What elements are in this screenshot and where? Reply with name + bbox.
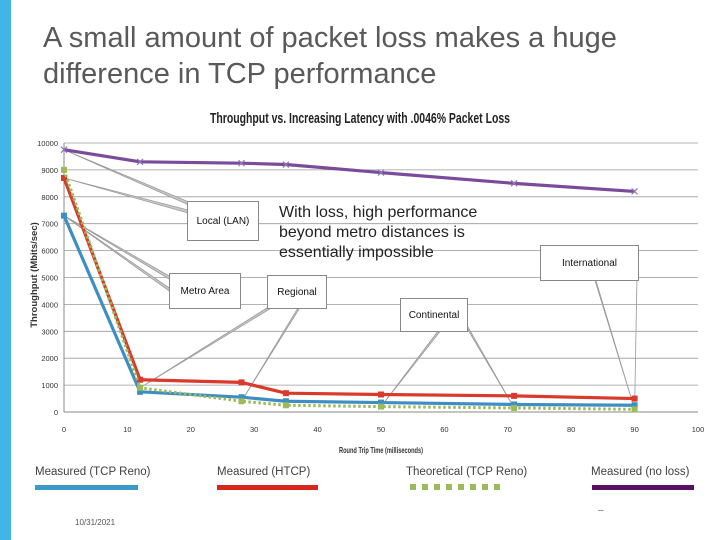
data-point-no-loss xyxy=(631,187,639,195)
data-point-tcp-reno xyxy=(631,402,638,409)
y-tick-label: 2000 xyxy=(41,354,58,363)
legend-swatch-theoretical-tcp-reno xyxy=(410,484,506,490)
callout-international-label: International xyxy=(561,257,618,269)
data-point-htcp xyxy=(282,390,289,397)
data-point-tcp-reno xyxy=(238,394,245,401)
x-tick-label: 60 xyxy=(440,425,448,434)
y-tick-label: 9000 xyxy=(41,166,58,175)
data-point-mark xyxy=(282,161,290,168)
data-point-mark xyxy=(60,146,68,154)
data-point-no-loss xyxy=(238,159,245,167)
x-tick-label: 90 xyxy=(630,425,638,434)
y-tick-label: 1000 xyxy=(41,381,58,390)
chart-title: Throughput vs. Increasing Latency with .… xyxy=(210,111,510,127)
data-point-theoretical-reno xyxy=(511,404,518,411)
data-point-no-loss xyxy=(377,169,385,177)
data-point-htcp xyxy=(61,174,67,181)
callout-continental: Continental xyxy=(400,298,468,332)
legend-swatch-measured-no-loss xyxy=(592,485,694,490)
callout-continental-label: Continental xyxy=(408,309,460,321)
y-tick-label: 6000 xyxy=(41,247,58,256)
data-point-htcp xyxy=(378,391,384,398)
data-point-mark xyxy=(238,159,245,167)
data-point-htcp xyxy=(238,379,245,386)
y-tick-label: 4000 xyxy=(41,300,58,309)
slide-footer-mark: – xyxy=(598,505,604,516)
x-tick-label: 10 xyxy=(123,425,131,434)
leader-international xyxy=(594,277,635,410)
slide-title: A small amount of packet loss makes a hu… xyxy=(43,22,617,90)
y-tick-label: 8000 xyxy=(41,193,58,202)
leader-international xyxy=(634,273,638,410)
data-point-mark xyxy=(510,179,518,187)
callout-local-lan-label: Local (LAN) xyxy=(196,215,250,227)
data-point-no-loss xyxy=(136,158,144,166)
data-point-tcp-reno xyxy=(137,388,144,395)
x-tick-label: 40 xyxy=(313,425,321,434)
data-point-theoretical-reno xyxy=(238,398,245,405)
x-tick-label: 20 xyxy=(187,425,195,434)
callout-international: International xyxy=(540,245,639,281)
y-tick-label: 10000 xyxy=(37,139,58,148)
callout-regional-label: Regional xyxy=(277,286,317,298)
callout-metro-area: Metro Area xyxy=(169,273,241,309)
leader-metro-area xyxy=(63,215,171,281)
callout-metro-area-label: Metro Area xyxy=(180,285,230,297)
x-tick-label: 80 xyxy=(567,425,575,434)
data-point-tcp-reno xyxy=(282,398,289,405)
y-axis-label: Throughput (Mbits/sec) xyxy=(29,222,40,328)
data-point-no-loss xyxy=(282,161,290,168)
callout-regional: Regional xyxy=(267,275,327,309)
data-point-theoretical-reno xyxy=(282,402,289,409)
chart-axes: 0100020003000400050006000700080009000100… xyxy=(37,139,704,434)
y-tick-label: 7000 xyxy=(41,220,58,229)
legend-label-measured-htcp: Measured (HTCP) xyxy=(217,466,311,478)
data-point-htcp xyxy=(631,395,638,402)
legend-label-measured-no-loss: Measured (no loss) xyxy=(591,466,690,478)
callout-main-message: With loss, high performance beyond metro… xyxy=(279,204,478,261)
chart-series xyxy=(60,146,639,413)
legend-swatch-measured-tcp-reno xyxy=(35,485,138,490)
data-point-tcp-reno xyxy=(378,399,384,406)
x-tick-label: 70 xyxy=(504,425,512,434)
x-tick-label: 0 xyxy=(62,425,66,434)
data-point-tcp-reno xyxy=(61,212,67,219)
data-point-mark xyxy=(136,158,144,166)
data-point-no-loss xyxy=(510,179,518,187)
data-point-mark xyxy=(377,169,385,177)
data-point-no-loss xyxy=(60,146,68,154)
callout-leader-lines xyxy=(63,149,638,410)
data-point-htcp xyxy=(137,376,144,383)
data-point-theoretical-reno xyxy=(137,384,144,391)
data-point-htcp xyxy=(511,392,518,399)
x-tick-label: 50 xyxy=(377,425,385,434)
y-tick-label: 3000 xyxy=(41,327,58,336)
data-point-theoretical-reno xyxy=(61,166,67,173)
y-tick-label: 0 xyxy=(54,408,58,417)
y-tick-label: 5000 xyxy=(41,274,58,283)
data-point-mark xyxy=(631,187,639,195)
slide-date: 10/31/2021 xyxy=(75,518,116,527)
x-axis-label: Round Trip Time (milliseconds) xyxy=(339,445,423,455)
legend-swatch-measured-htcp xyxy=(217,485,318,490)
legend-label-measured-tcp-reno: Measured (TCP Reno) xyxy=(35,466,151,478)
data-point-theoretical-reno xyxy=(378,403,384,410)
x-tick-label: 30 xyxy=(250,425,258,434)
slide-accent-bar xyxy=(0,0,11,540)
data-point-tcp-reno xyxy=(511,401,518,408)
x-tick-label: 100 xyxy=(692,425,705,434)
callout-local-lan: Local (LAN) xyxy=(187,201,259,241)
legend-label-theoretical-tcp-reno: Theoretical (TCP Reno) xyxy=(406,466,528,478)
data-point-theoretical-reno xyxy=(631,406,638,413)
leader-regional xyxy=(139,297,283,389)
